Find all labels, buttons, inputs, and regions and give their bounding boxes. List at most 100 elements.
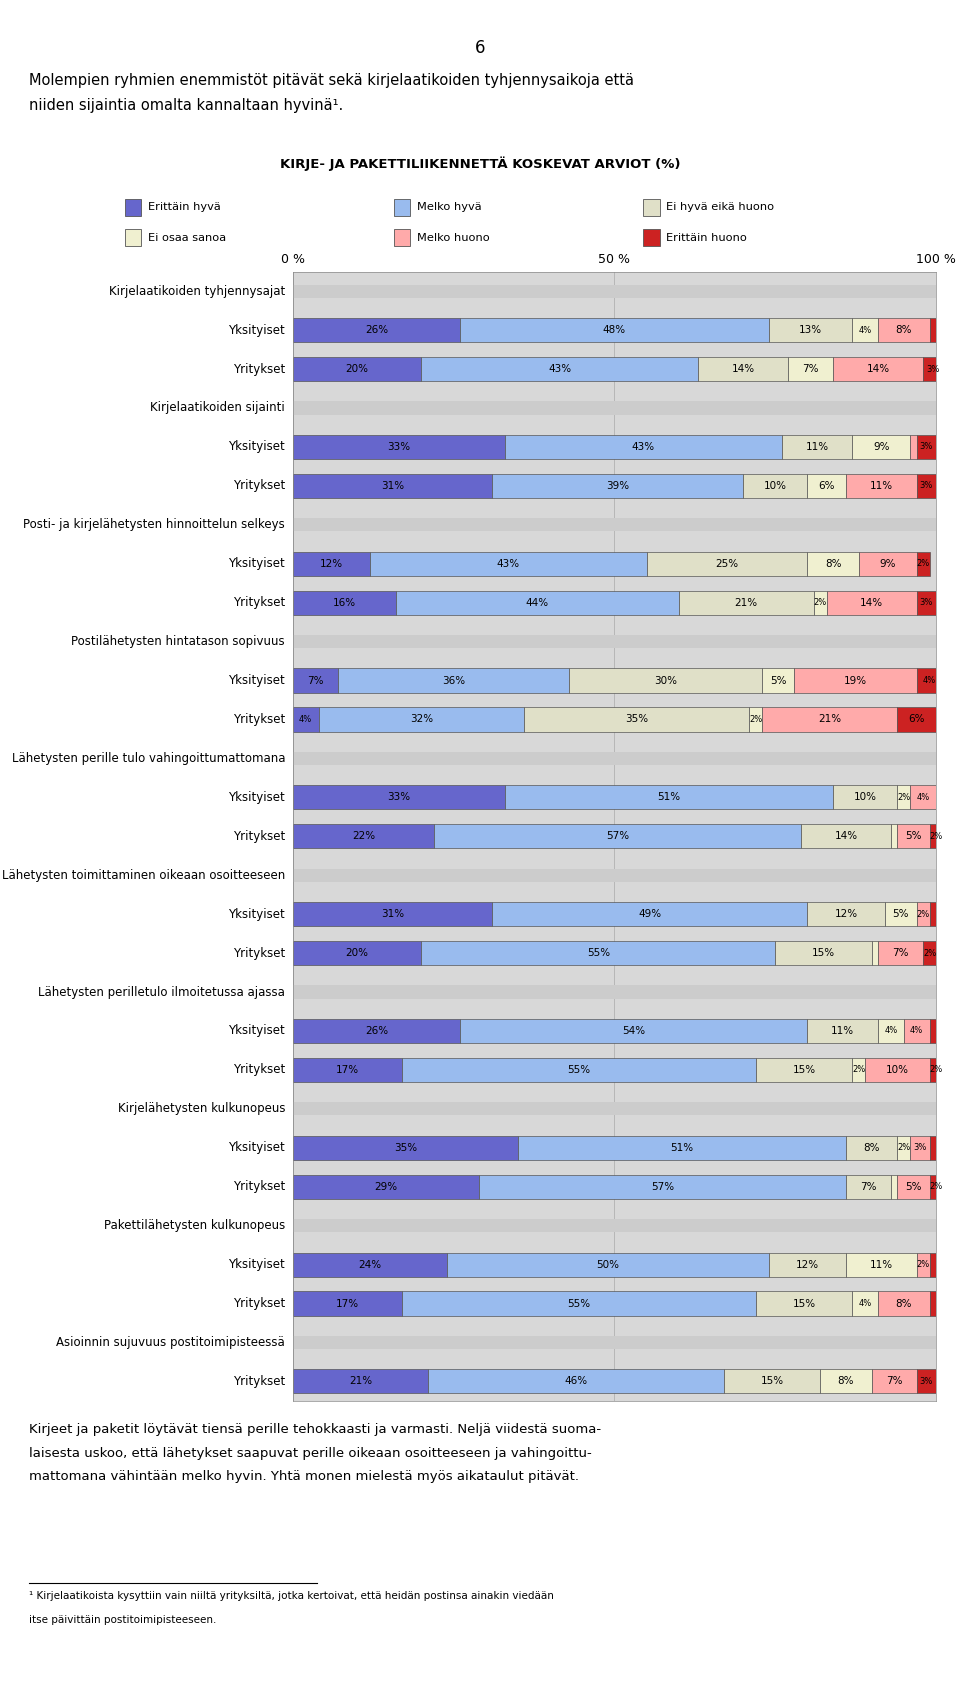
Bar [903, 1019, 929, 1043]
Bar [293, 784, 505, 810]
Text: 2%: 2% [898, 1143, 910, 1153]
Text: 2%: 2% [749, 715, 762, 723]
Text: 13%: 13% [799, 324, 822, 335]
Bar [319, 708, 524, 732]
Text: 15%: 15% [760, 1377, 783, 1386]
Text: 7%: 7% [307, 676, 324, 686]
Text: 10%: 10% [886, 1065, 909, 1075]
Text: Yksityiset: Yksityiset [228, 791, 285, 803]
Bar [807, 902, 884, 925]
Bar [788, 357, 833, 380]
Bar [865, 1058, 929, 1082]
Text: Yritykset: Yritykset [233, 1297, 285, 1311]
Bar [293, 669, 338, 693]
Text: Yritykset: Yritykset [233, 713, 285, 727]
Bar [293, 1019, 460, 1043]
Text: 26%: 26% [365, 1026, 388, 1036]
Text: 32%: 32% [410, 715, 433, 725]
Bar [878, 941, 924, 964]
Bar [910, 784, 936, 810]
Text: 3%: 3% [920, 1377, 933, 1386]
Text: Melko hyvä: Melko hyvä [417, 202, 481, 212]
Text: 14%: 14% [732, 363, 755, 374]
Bar [929, 1136, 936, 1160]
Bar [929, 824, 943, 849]
Text: KIRJE- JA PAKETTILIIKENNETTÄ KOSKEVAT ARVIOT (%): KIRJE- JA PAKETTILIIKENNETTÄ KOSKEVAT AR… [279, 156, 681, 171]
Text: 8%: 8% [863, 1143, 880, 1153]
Bar [756, 1058, 852, 1082]
Text: 7%: 7% [860, 1182, 876, 1192]
Bar [293, 285, 936, 297]
Bar [929, 318, 936, 343]
Bar [762, 669, 795, 693]
Text: Yksityiset: Yksityiset [228, 557, 285, 571]
Text: itse päivittäin postitoimipisteeseen.: itse päivittäin postitoimipisteeseen. [29, 1615, 216, 1625]
Bar [910, 1136, 929, 1160]
Bar [293, 869, 936, 881]
Bar [891, 824, 898, 849]
Bar [492, 902, 807, 925]
Text: 48%: 48% [603, 324, 626, 335]
Text: 17%: 17% [336, 1299, 359, 1309]
Text: 20%: 20% [346, 363, 369, 374]
Text: 30%: 30% [655, 676, 678, 686]
Bar [910, 435, 917, 458]
Bar [878, 1292, 929, 1316]
Text: 3%: 3% [920, 598, 933, 608]
Text: 11%: 11% [831, 1026, 854, 1036]
Bar [917, 552, 929, 576]
Bar [647, 552, 807, 576]
Text: 33%: 33% [388, 441, 411, 452]
Text: Kirjelähetysten kulkunopeus: Kirjelähetysten kulkunopeus [117, 1102, 285, 1116]
Bar [750, 708, 762, 732]
Bar [929, 1019, 936, 1043]
Bar [917, 474, 936, 498]
Bar [679, 591, 814, 615]
Text: 21%: 21% [818, 715, 841, 725]
Text: 9%: 9% [873, 441, 890, 452]
Text: 21%: 21% [734, 598, 757, 608]
Bar [460, 318, 769, 343]
Bar [293, 518, 936, 531]
Text: 12%: 12% [320, 559, 343, 569]
Text: Kirjelaatikoiden sijainti: Kirjelaatikoiden sijainti [151, 401, 285, 414]
Bar [293, 1175, 479, 1199]
Text: 5%: 5% [893, 908, 909, 919]
Text: 2%: 2% [929, 832, 943, 841]
Bar [929, 1253, 936, 1277]
Text: 21%: 21% [348, 1377, 372, 1386]
Text: Lähetysten perilletulo ilmoitetussa ajassa: Lähetysten perilletulo ilmoitetussa ajas… [38, 985, 285, 998]
Text: 4%: 4% [858, 326, 872, 335]
Text: 14%: 14% [860, 598, 883, 608]
Bar [917, 591, 936, 615]
Text: 55%: 55% [567, 1299, 590, 1309]
Text: 26%: 26% [365, 324, 388, 335]
Text: 33%: 33% [388, 793, 411, 803]
Text: 8%: 8% [896, 324, 912, 335]
Text: Asioinnin sujuvuus postitoimipisteessä: Asioinnin sujuvuus postitoimipisteessä [57, 1336, 285, 1348]
Bar [769, 318, 852, 343]
Bar [293, 1219, 936, 1233]
Bar [846, 1253, 917, 1277]
Bar [801, 824, 891, 849]
Text: Postilähetysten hintatason sopivuus: Postilähetysten hintatason sopivuus [71, 635, 285, 649]
Text: 7%: 7% [803, 363, 819, 374]
Text: 6: 6 [475, 39, 485, 58]
Bar [447, 1253, 769, 1277]
Bar [293, 357, 421, 380]
Text: 11%: 11% [870, 1260, 893, 1270]
Text: 2%: 2% [917, 910, 930, 919]
Text: 8%: 8% [896, 1299, 912, 1309]
Bar [402, 1058, 756, 1082]
Bar [846, 1136, 898, 1160]
Bar [293, 824, 434, 849]
Bar [293, 1292, 402, 1316]
Text: 25%: 25% [715, 559, 738, 569]
Bar [402, 1292, 756, 1316]
Bar [859, 552, 917, 576]
Bar [293, 1369, 428, 1394]
Text: 11%: 11% [870, 481, 893, 491]
Bar [917, 1369, 936, 1394]
Bar [460, 1019, 807, 1043]
Bar [898, 784, 910, 810]
